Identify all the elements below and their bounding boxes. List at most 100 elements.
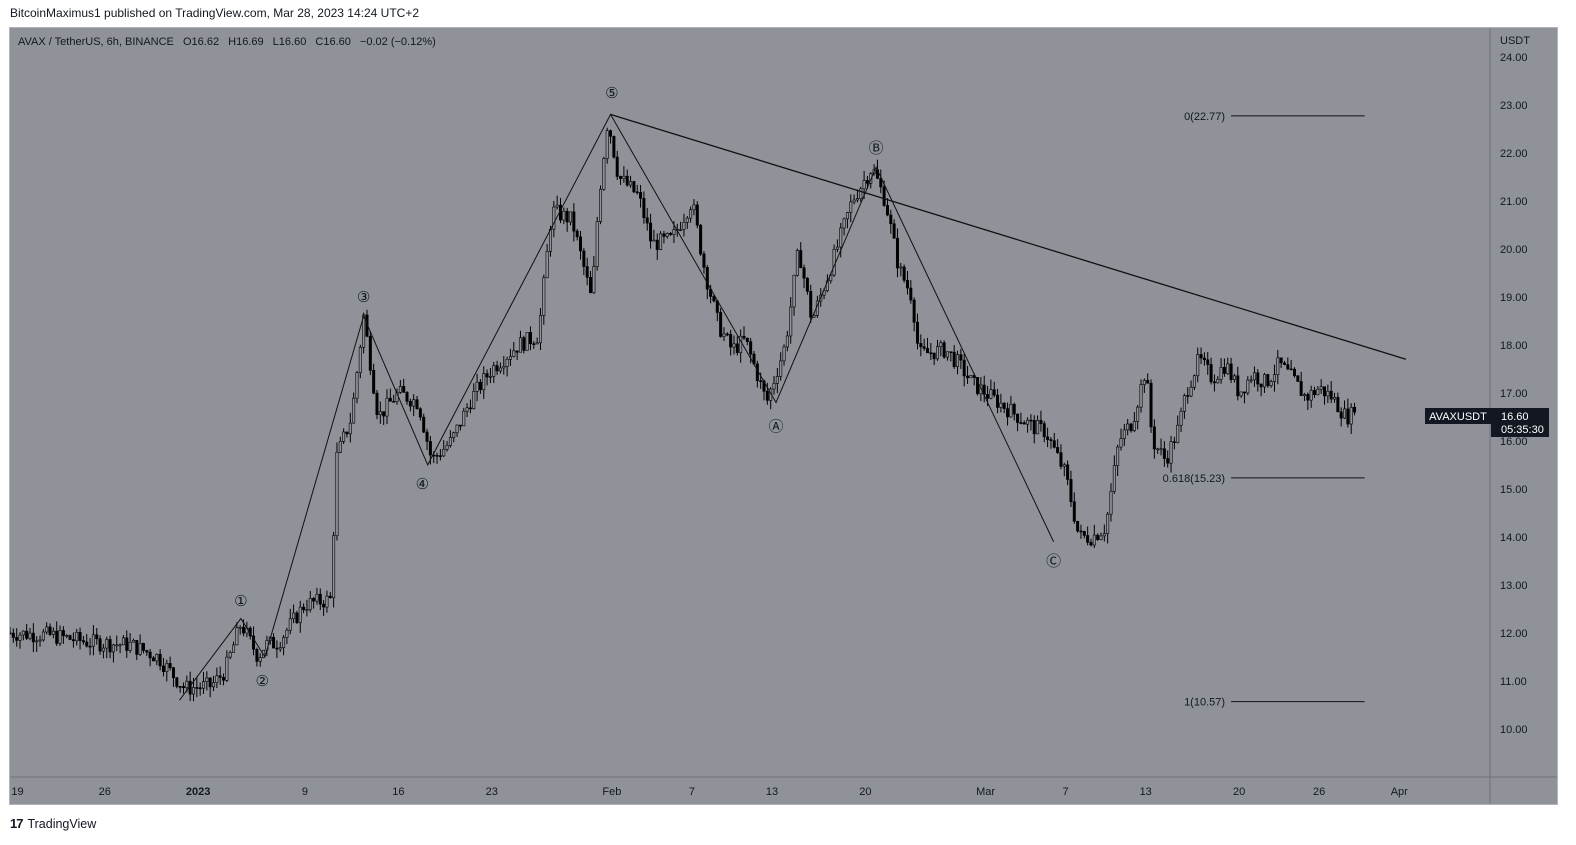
candle-body: [939, 342, 943, 347]
candle-body: [308, 598, 312, 610]
candle-body: [198, 687, 202, 690]
candle-body: [1242, 391, 1246, 394]
drawings: 0(22.77) 0.618(15.23) 1(10.57) ① ② ③ ④ ⑤ Ⓐ Ⓑ Ⓒ: [179, 84, 1407, 709]
candle-body: [612, 136, 616, 158]
candle-body: [1072, 501, 1076, 522]
candle-body: [518, 337, 522, 353]
price-chart[interactable]: USDT 10.00 11.00 12.00 13.00 14.00 15.00 16.00…: [10, 28, 1557, 804]
candle-body: [355, 372, 359, 399]
candle-body: [81, 640, 85, 643]
x-tick-label: 23: [486, 786, 498, 798]
candle-body: [208, 677, 212, 688]
candle-body: [1196, 354, 1200, 377]
fib-level-label: 1(10.57): [1184, 697, 1225, 709]
price-axis[interactable]: [1490, 28, 1557, 777]
candle-body: [178, 686, 182, 688]
candle-body: [785, 335, 789, 348]
candle-body: [705, 267, 709, 290]
candle-body: [145, 650, 149, 653]
candle-body: [1219, 366, 1223, 380]
candle-body: [151, 657, 155, 662]
candle-body: [1333, 396, 1337, 400]
plot-area[interactable]: [10, 28, 1490, 777]
tradingview-brand: TradingView: [27, 816, 97, 831]
candle-body: [585, 266, 589, 278]
candle-body: [1032, 420, 1036, 435]
candle-body: [1279, 357, 1283, 364]
candle-body: [602, 158, 606, 190]
x-tick-label: 13: [1140, 786, 1152, 798]
candle-body: [702, 253, 706, 268]
y-tick-label: 22.00: [1500, 148, 1528, 160]
candle-body: [242, 626, 246, 634]
candle-body: [292, 612, 296, 620]
candle-body: [232, 644, 236, 653]
legend-close: 16.60: [323, 36, 351, 48]
candle-body: [832, 248, 836, 276]
price-badge-value: 16.60: [1501, 411, 1529, 423]
candle-body: [485, 373, 489, 378]
candle-body: [1292, 368, 1296, 377]
candle-body: [1076, 520, 1080, 532]
legend-high: 16.69: [236, 36, 264, 48]
candle-body: [562, 210, 566, 221]
candle-body: [1136, 406, 1140, 422]
current-price-badge[interactable]: AVAXUSDT 16.60 05:35:30: [1425, 408, 1549, 437]
x-tick-label: Apr: [1391, 786, 1408, 798]
candle-body: [68, 635, 72, 640]
candle-body: [1202, 357, 1206, 361]
candle-body: [929, 352, 933, 355]
candle-body: [555, 204, 559, 208]
candle-body: [745, 337, 749, 342]
candle-body: [1152, 426, 1156, 450]
candle-body: [722, 333, 726, 337]
candle-body: [689, 209, 693, 219]
candle-body: [412, 399, 416, 407]
candle-body: [1122, 429, 1126, 439]
candle-body: [952, 351, 956, 367]
y-tick-label: 23.00: [1500, 100, 1528, 112]
candle-body: [1272, 374, 1276, 382]
candle-body: [665, 233, 669, 237]
candle-body: [729, 333, 733, 348]
candle-body: [1006, 408, 1010, 418]
wave-label: ①: [234, 592, 247, 610]
candle-body: [659, 233, 663, 250]
candle-body: [839, 227, 843, 248]
candle-body: [58, 630, 62, 644]
candle-body: [799, 250, 803, 269]
candle-body: [468, 407, 472, 410]
candle-body: [1092, 534, 1096, 546]
y-tick-label: 14.00: [1500, 532, 1528, 544]
candle-body: [61, 630, 65, 637]
candle-body: [495, 365, 499, 372]
candle-body: [1036, 420, 1040, 435]
candle-body: [272, 636, 276, 649]
candle-body: [1262, 374, 1266, 388]
time-axis[interactable]: [10, 777, 1557, 804]
candle-body: [1266, 374, 1270, 387]
wave-label: ③: [357, 288, 370, 306]
legend-low: 16.60: [279, 36, 307, 48]
candle-body: [405, 392, 409, 402]
candle-body: [615, 156, 619, 177]
price-badge-countdown: 05:35:30: [1501, 424, 1544, 436]
symbol-badge-bg: [1425, 408, 1491, 424]
candle-body: [1069, 479, 1073, 503]
y-tick-label: 21.00: [1500, 196, 1528, 208]
price-badge-bg: [1491, 408, 1549, 437]
candle-body: [141, 643, 145, 651]
candle-body: [609, 130, 613, 137]
candle-body: [131, 640, 135, 643]
candle-body: [1302, 394, 1306, 396]
candle-body: [879, 177, 883, 188]
candle-body: [772, 383, 776, 390]
ohlc-legend: AVAX / TetherUS, 6h, BINANCE O16.62 H16.…: [18, 36, 436, 48]
candle-body: [782, 346, 786, 362]
candle-body: [45, 626, 49, 633]
wave-label: Ⓐ: [769, 418, 784, 436]
candle-body: [1199, 354, 1203, 359]
candle-body: [1353, 406, 1357, 413]
candle-body: [28, 632, 32, 639]
candle-body: [1349, 406, 1353, 425]
